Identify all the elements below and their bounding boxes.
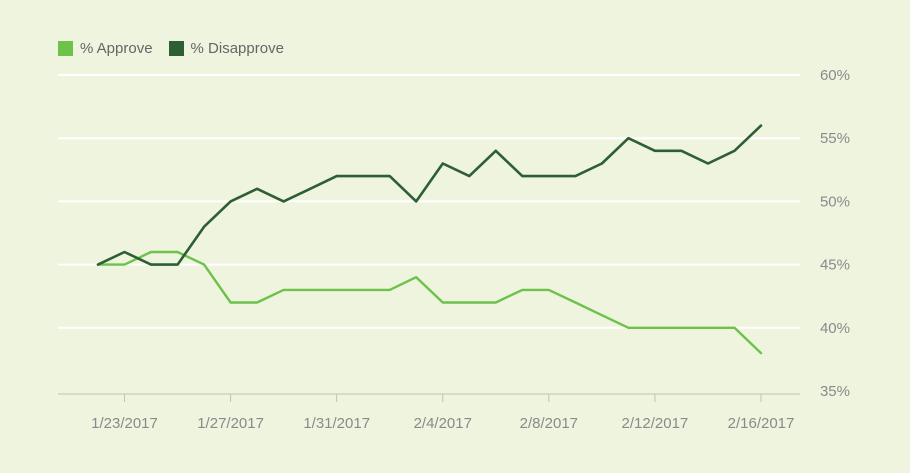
y-tick-label-55: 55% [820,130,850,147]
legend-label-disapprove: % Disapprove [190,40,284,57]
legend-swatch-disapprove [168,41,184,56]
y-tick-label-35: 35% [820,383,850,400]
x-tick-label-6: 2/16/2017 [728,415,795,432]
series-line-disapprove [96,124,763,266]
y-tick-label-45: 45% [820,257,850,274]
y-tick-label-60: 60% [820,67,850,84]
x-tick-label-0: 1/23/2017 [91,415,158,432]
x-tick-label-3: 2/4/2017 [414,415,472,432]
legend-item-approve: % Approve [58,40,153,57]
series-line-approve [96,250,763,355]
y-tick-label-40: 40% [820,320,850,337]
y-tick-label-50: 50% [820,193,850,210]
x-tick-label-5: 2/12/2017 [622,415,689,432]
legend-swatch-approve [58,41,73,56]
x-tick-label-4: 2/8/2017 [520,415,578,432]
legend-item-disapprove: % Disapprove [168,40,284,57]
legend-label-approve: % Approve [80,40,153,57]
x-tick-label-2: 1/31/2017 [303,415,370,432]
legend: % Approve % Disapprove [58,40,284,57]
x-tick-label-1: 1/27/2017 [197,415,264,432]
